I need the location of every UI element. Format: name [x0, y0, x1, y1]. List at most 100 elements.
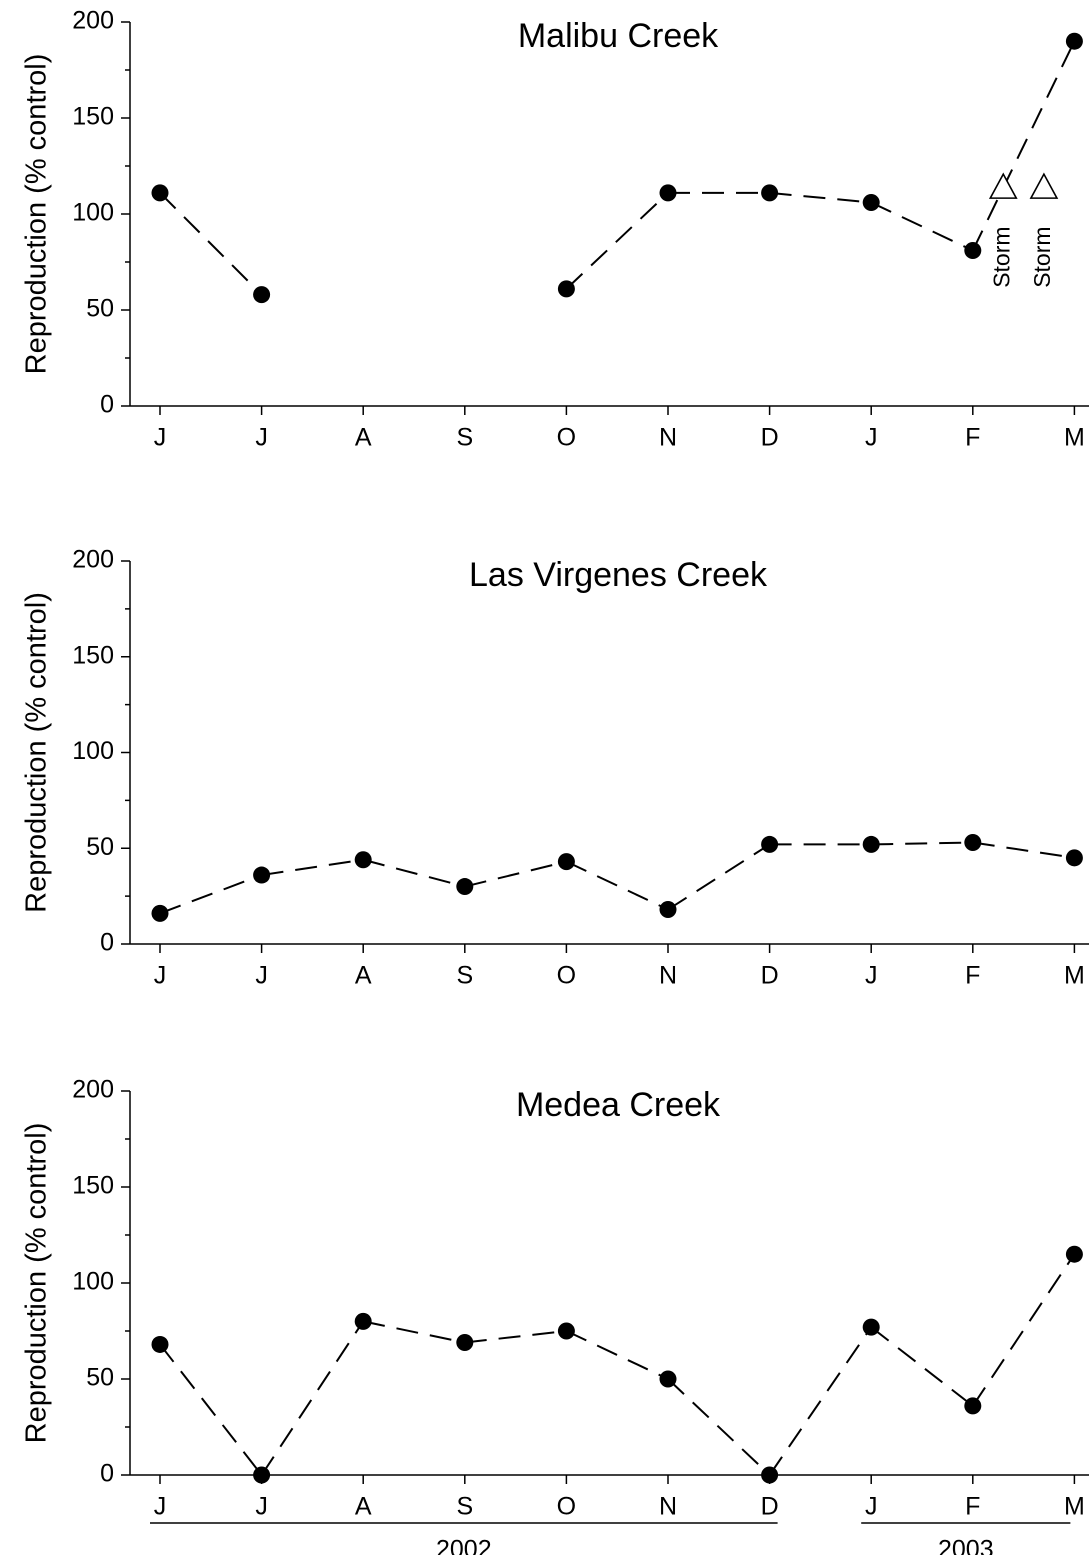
x-tick-label: M — [1064, 1493, 1085, 1521]
data-point — [761, 184, 779, 202]
data-point — [151, 184, 169, 202]
x-tick-label: J — [865, 962, 878, 990]
series-line-segment — [464, 860, 567, 888]
x-tick-label: J — [154, 1493, 167, 1521]
series-line-segment — [159, 1343, 263, 1476]
data-point — [354, 851, 372, 869]
series-line-segment — [871, 841, 973, 846]
series-line-segment — [565, 192, 669, 290]
y-tick-label: 100 — [72, 737, 114, 765]
data-point — [557, 280, 575, 298]
x-tick-label: A — [355, 424, 372, 452]
data-point — [862, 193, 880, 211]
x-tick-label: M — [1064, 424, 1085, 452]
x-tick-label: D — [761, 1493, 779, 1521]
x-tick-label: F — [965, 424, 980, 452]
series-line-segment — [667, 843, 771, 911]
series-line-segment — [464, 1330, 567, 1344]
series-line-segment — [971, 40, 1076, 251]
y-tick-label: 50 — [86, 1364, 114, 1392]
data-point — [1065, 1245, 1083, 1263]
data-point — [964, 834, 982, 852]
y-tick-label: 100 — [72, 199, 114, 227]
x-tick-label: O — [557, 424, 576, 452]
y-tick-label: 100 — [72, 1268, 114, 1296]
series-line-segment — [261, 858, 364, 877]
x-tick-label: S — [456, 962, 473, 990]
y-tick-label: 50 — [86, 833, 114, 861]
x-tick-label: N — [659, 1493, 677, 1521]
data-point — [964, 1397, 982, 1415]
x-tick-label: F — [965, 962, 980, 990]
data-point — [253, 1466, 271, 1484]
x-tick-label: M — [1064, 962, 1085, 990]
data-point — [557, 1322, 575, 1340]
x-tick-label: J — [255, 1493, 268, 1521]
y-axis-label: Reproduction (% control) — [21, 54, 53, 375]
data-point — [1065, 32, 1083, 50]
x-tick-label: D — [761, 424, 779, 452]
data-point — [862, 1318, 880, 1336]
series-line-segment — [870, 201, 974, 252]
year-label: 2003 — [938, 1536, 994, 1555]
x-tick-label: S — [456, 1493, 473, 1521]
panel-title: Medea Creek — [516, 1086, 721, 1124]
series-line-segment — [362, 858, 466, 888]
data-point — [659, 1370, 677, 1388]
series-line-segment — [159, 192, 263, 296]
storm-point-marker — [1029, 172, 1059, 199]
data-point — [1065, 849, 1083, 867]
data-point — [151, 1335, 169, 1353]
x-tick-label: S — [456, 424, 473, 452]
storm-point-marker — [988, 172, 1018, 199]
y-tick-label: 50 — [86, 295, 114, 323]
y-tick-label: 150 — [72, 1172, 114, 1200]
y-tick-label: 150 — [72, 103, 114, 131]
data-point — [557, 853, 575, 871]
y-tick-label: 0 — [100, 391, 114, 419]
x-tick-label: O — [557, 1493, 576, 1521]
y-tick-label: 200 — [72, 7, 114, 35]
data-point — [151, 904, 169, 922]
data-point — [354, 1312, 372, 1330]
x-tick-label: N — [659, 962, 677, 990]
data-point — [964, 241, 982, 259]
data-point — [456, 878, 474, 896]
y-tick-label: 150 — [72, 641, 114, 669]
data-point — [659, 184, 677, 202]
storm-label: Storm — [1029, 226, 1055, 287]
x-tick-label: N — [659, 424, 677, 452]
panel-title: Las Virgenes Creek — [469, 556, 768, 594]
data-point — [761, 1466, 779, 1484]
y-tick-label: 0 — [100, 1460, 114, 1488]
x-tick-label: J — [154, 424, 167, 452]
x-tick-label: D — [761, 962, 779, 990]
data-point — [253, 866, 271, 884]
x-tick-label: J — [255, 424, 268, 452]
x-tick-label: F — [965, 1493, 980, 1521]
series-line-segment — [870, 1326, 974, 1407]
year-label: 2002 — [436, 1536, 492, 1555]
series-line-segment — [667, 1378, 771, 1476]
series-line-segment — [260, 1320, 365, 1476]
series-line-segment — [159, 874, 262, 915]
x-tick-label: A — [355, 962, 372, 990]
y-tick-label: 200 — [72, 546, 114, 574]
x-tick-label: O — [557, 962, 576, 990]
x-tick-label: A — [355, 1493, 372, 1521]
data-point — [659, 901, 677, 919]
series-line-segment — [362, 1320, 466, 1344]
series-line-segment — [768, 1326, 873, 1476]
series-line-segment — [565, 1330, 669, 1380]
y-tick-label: 200 — [72, 1076, 114, 1104]
x-tick-label: J — [865, 424, 878, 452]
series-line-segment — [972, 841, 1075, 859]
x-tick-label: J — [255, 962, 268, 990]
storm-label: Storm — [988, 226, 1014, 287]
series-line-segment — [971, 1253, 1076, 1407]
x-tick-label: J — [865, 1493, 878, 1521]
series-line-segment — [769, 191, 872, 204]
series-line-segment — [565, 860, 669, 911]
data-point — [761, 835, 779, 853]
